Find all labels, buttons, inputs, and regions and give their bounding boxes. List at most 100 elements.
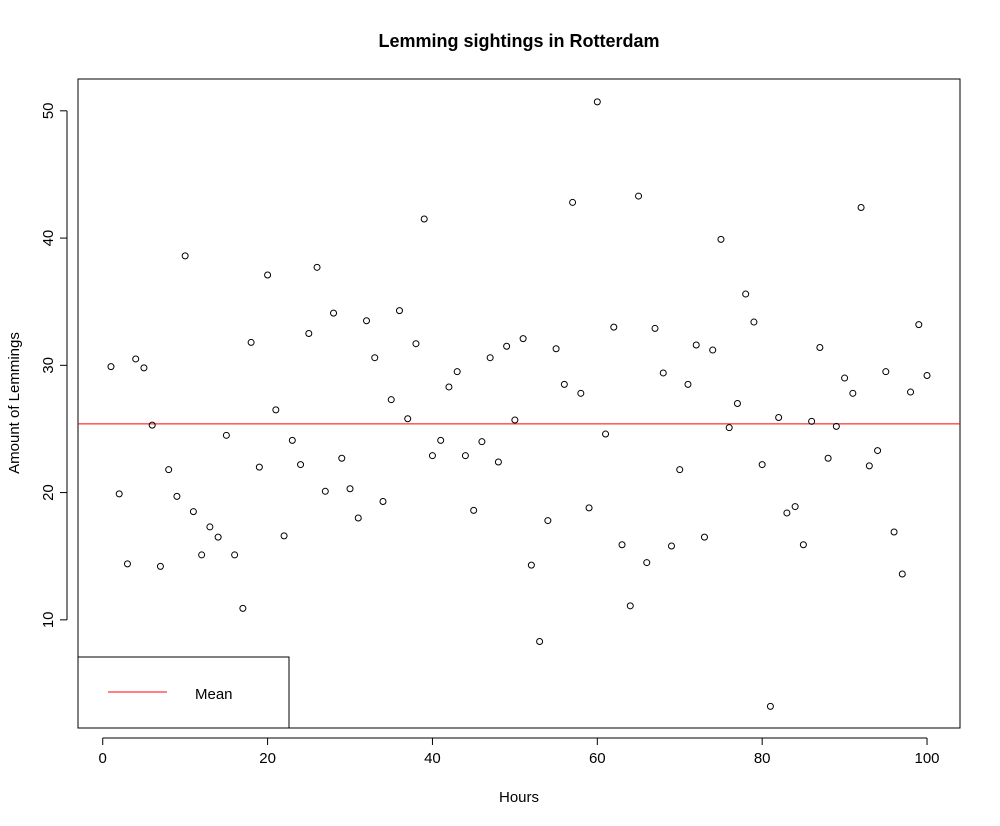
data-point (725, 424, 733, 432)
data-point (346, 485, 354, 493)
data-point (808, 417, 816, 425)
y-tick-label: 50 (40, 102, 57, 119)
data-point (313, 263, 321, 271)
data-point (569, 198, 577, 206)
data-point (330, 309, 338, 317)
data-point (453, 368, 461, 376)
data-point (667, 542, 675, 550)
data-point (544, 517, 552, 525)
data-point (115, 490, 123, 498)
data-point (824, 454, 832, 462)
data-point (288, 436, 296, 444)
data-point (206, 523, 214, 531)
data-point (214, 533, 222, 541)
data-point (428, 452, 436, 460)
data-point (148, 421, 156, 429)
data-point (923, 372, 931, 380)
data-point (552, 345, 560, 353)
data-point (832, 422, 840, 430)
data-point (486, 354, 494, 362)
data-point (791, 503, 799, 511)
x-tick-label: 40 (424, 750, 441, 767)
data-point (280, 532, 288, 540)
data-point (132, 355, 140, 363)
x-axis: 0 20 40 60 80 100 (99, 737, 940, 767)
data-point (140, 364, 148, 372)
legend-label: Mean (195, 686, 233, 703)
data-point (255, 463, 263, 471)
data-point (890, 528, 898, 536)
data-point (898, 570, 906, 578)
data-point (247, 338, 255, 346)
data-point (527, 561, 535, 569)
data-point (816, 344, 824, 352)
data-point (494, 458, 502, 466)
data-point (478, 438, 486, 446)
data-point (461, 452, 469, 460)
data-point (404, 415, 412, 423)
data-point (717, 235, 725, 243)
data-point (264, 271, 272, 279)
data-point (321, 487, 329, 495)
x-tick-label: 20 (259, 750, 276, 767)
data-point (156, 562, 164, 570)
data-point (231, 551, 239, 559)
data-point (610, 323, 618, 331)
data-point (560, 380, 568, 388)
data-point (915, 321, 923, 329)
x-tick-label: 60 (589, 750, 606, 767)
data-point (651, 324, 659, 332)
x-tick-label: 100 (915, 750, 940, 767)
data-point (865, 462, 873, 470)
data-point (841, 374, 849, 382)
points-layer (107, 98, 931, 710)
plot-area-border (77, 78, 961, 729)
data-point (412, 340, 420, 348)
data-point (297, 461, 305, 469)
data-point (742, 290, 750, 298)
data-point (123, 560, 131, 568)
data-point (379, 497, 387, 505)
data-point (750, 318, 758, 326)
x-tick-label: 0 (99, 750, 107, 767)
y-tick-label: 20 (40, 484, 57, 501)
legend: Mean (77, 656, 290, 729)
data-point (445, 383, 453, 391)
chart-title: Lemming sightings in Rotterdam (378, 31, 659, 51)
data-point (173, 492, 181, 500)
data-point (165, 466, 173, 474)
y-axis: 10 20 30 40 50 (40, 102, 68, 628)
data-point (239, 604, 247, 612)
data-point (536, 637, 544, 645)
data-point (635, 192, 643, 200)
data-point (272, 406, 280, 414)
data-point (371, 354, 379, 362)
data-point (437, 436, 445, 444)
data-point (420, 215, 428, 223)
data-point (387, 396, 395, 404)
y-tick-label: 30 (40, 357, 57, 374)
data-point (684, 380, 692, 388)
data-point (618, 541, 626, 549)
data-point (181, 252, 189, 260)
x-axis-label: Hours (499, 789, 539, 806)
data-point (733, 400, 741, 407)
data-point (676, 466, 684, 474)
x-tick-label: 80 (754, 750, 771, 767)
data-point (775, 413, 783, 421)
data-point (585, 504, 593, 512)
data-point (395, 307, 403, 315)
data-point (783, 509, 791, 517)
data-point (849, 389, 857, 397)
data-point (519, 335, 527, 343)
data-point (874, 447, 882, 455)
data-point (511, 416, 519, 424)
data-point (198, 551, 206, 559)
data-point (766, 702, 774, 710)
data-point (700, 533, 708, 541)
data-point (602, 430, 610, 438)
data-point (222, 431, 230, 439)
data-point (692, 341, 700, 349)
data-point (470, 506, 478, 514)
